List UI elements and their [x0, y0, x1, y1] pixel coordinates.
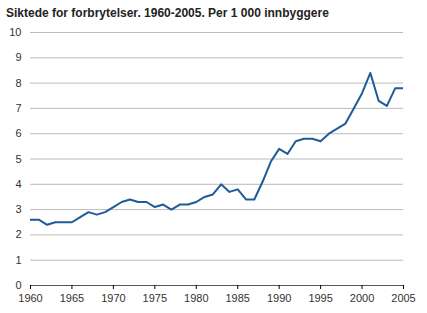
- svg-text:1985: 1985: [225, 292, 249, 304]
- svg-text:1965: 1965: [60, 292, 84, 304]
- svg-text:5: 5: [15, 153, 21, 165]
- svg-text:1: 1: [15, 254, 21, 266]
- html-text:Siktede for forbrytelser. 1960: Siktede for forbrytelser. 1960-2005. Per…: [6, 6, 329, 20]
- svg-text:1980: 1980: [184, 292, 208, 304]
- svg-text:8: 8: [15, 77, 21, 89]
- svg-text:1970: 1970: [101, 292, 125, 304]
- svg-text:2: 2: [15, 228, 21, 240]
- svg-text:9: 9: [15, 51, 21, 63]
- svg-text:1995: 1995: [308, 292, 332, 304]
- svg-text:4: 4: [15, 178, 21, 190]
- svg-text:7: 7: [15, 102, 21, 114]
- svg-text:2005: 2005: [391, 292, 415, 304]
- svg-text:0: 0: [15, 279, 21, 291]
- svg-text:10: 10: [9, 26, 21, 38]
- svg-text:3: 3: [15, 203, 21, 215]
- svg-text:1960: 1960: [18, 292, 42, 304]
- svg-text:1990: 1990: [267, 292, 291, 304]
- svg-text:1975: 1975: [143, 292, 167, 304]
- svg-text:6: 6: [15, 127, 21, 139]
- svg-text:2000: 2000: [350, 292, 374, 304]
